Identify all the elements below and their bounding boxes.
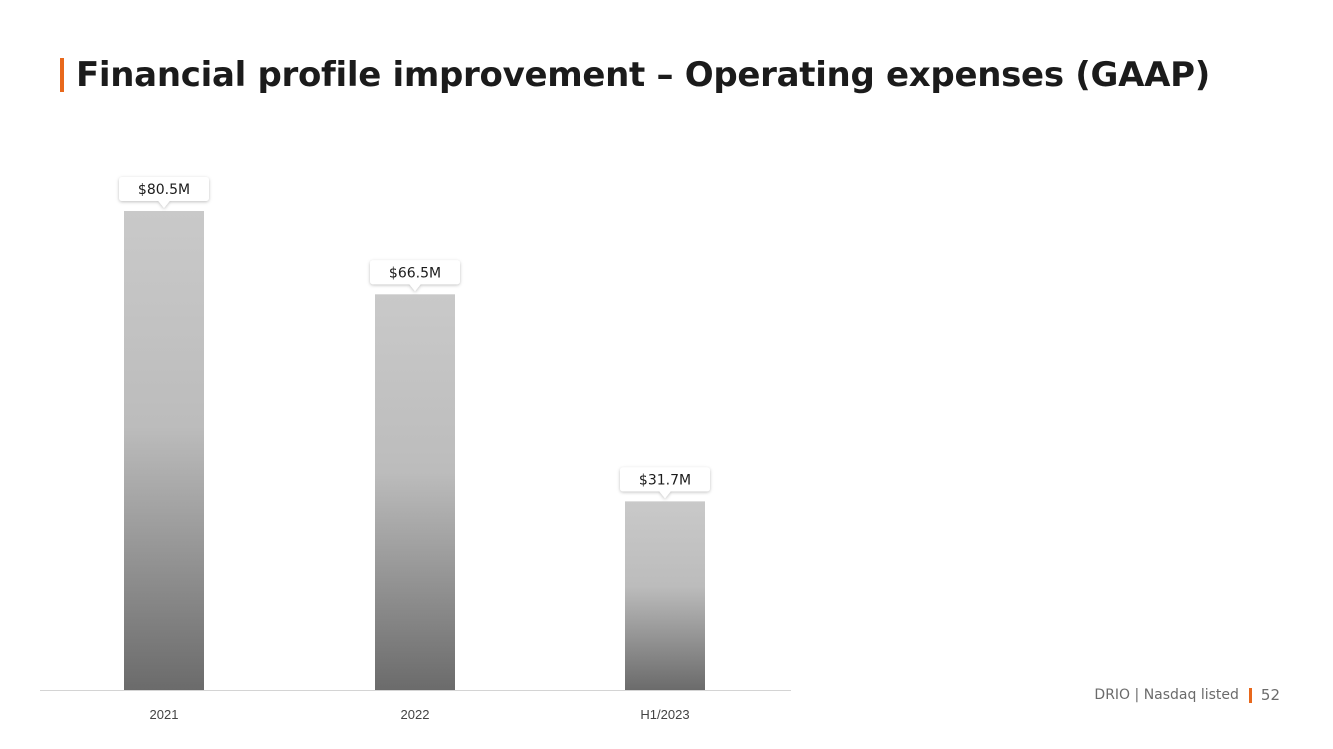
page-number: 52 [1260, 686, 1280, 704]
x-tick-label: 2021 [150, 707, 179, 722]
footer: DRIO | Nasdaq listed 52 [1094, 686, 1280, 704]
data-label-callout [620, 467, 710, 499]
x-tick-label: 2022 [401, 707, 430, 722]
page-title: Financial profile improvement – Operatin… [76, 55, 1211, 95]
page-title-block: Financial profile improvement – Operatin… [60, 50, 1210, 100]
data-label: $31.7M [639, 472, 691, 488]
data-label-callout [119, 177, 209, 208]
bar-2022 [375, 294, 455, 690]
title-accent-bar [60, 58, 64, 92]
bar-H1/2023 [625, 501, 705, 690]
bar-2021 [124, 211, 204, 690]
data-label: $80.5M [138, 182, 190, 198]
data-label-callout [370, 260, 460, 292]
x-tick-label: H1/2023 [640, 707, 689, 722]
footer-company: DRIO | Nasdaq listed [1094, 687, 1239, 703]
data-label: $66.5M [389, 265, 441, 281]
footer-separator [1248, 687, 1252, 703]
